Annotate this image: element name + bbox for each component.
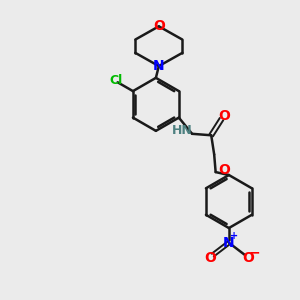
- Text: O: O: [218, 163, 230, 177]
- Text: O: O: [204, 251, 216, 265]
- Text: O: O: [242, 251, 254, 265]
- Text: HN: HN: [171, 124, 192, 137]
- Text: O: O: [218, 109, 230, 123]
- Text: N: N: [153, 59, 165, 73]
- Text: N: N: [223, 236, 235, 250]
- Text: −: −: [249, 246, 260, 260]
- Text: O: O: [153, 19, 165, 33]
- Text: +: +: [230, 231, 238, 241]
- Text: Cl: Cl: [110, 74, 123, 87]
